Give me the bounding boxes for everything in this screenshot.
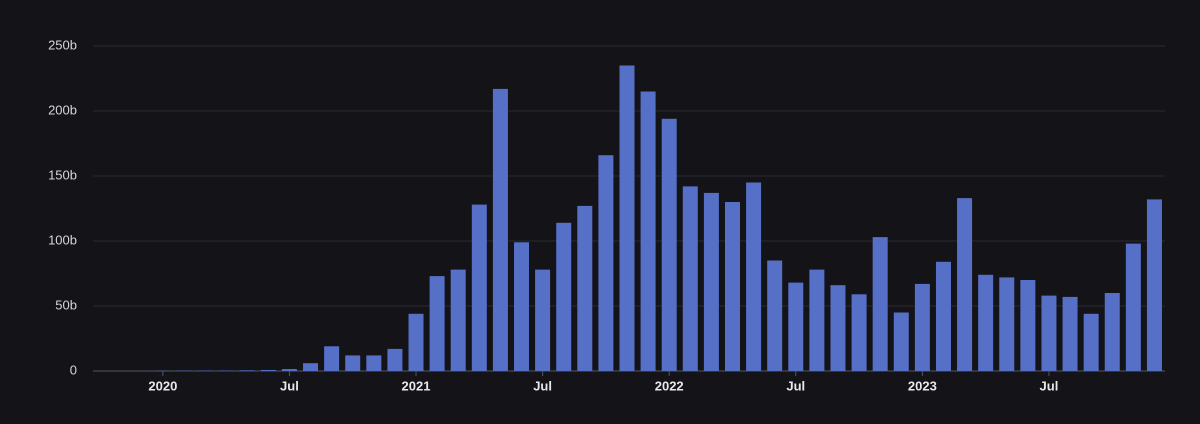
- bar: [1146, 199, 1162, 371]
- bar: [450, 269, 466, 371]
- bar: [1062, 296, 1078, 371]
- bar: [724, 202, 740, 371]
- bar: [851, 294, 867, 371]
- bar: [1104, 293, 1120, 371]
- bar: [914, 283, 930, 371]
- bar: [682, 186, 698, 371]
- bar: [492, 88, 508, 372]
- bar: [661, 118, 677, 371]
- bar: [1020, 280, 1036, 371]
- bar: [345, 355, 361, 371]
- x-tick-label: Jul: [533, 378, 552, 393]
- bar: [809, 269, 825, 371]
- x-tick-label: Jul: [1040, 378, 1059, 393]
- bar: [830, 285, 846, 371]
- bar: [1041, 295, 1057, 371]
- bar: [893, 312, 909, 371]
- bar: [324, 346, 340, 371]
- bar: [703, 192, 719, 371]
- y-tick-label: 0: [70, 362, 77, 377]
- bar: [387, 348, 403, 371]
- y-tick-label: 150b: [48, 167, 77, 182]
- y-tick-label: 50b: [55, 297, 77, 312]
- x-tick-label: 2020: [148, 378, 177, 393]
- bar: [535, 269, 551, 371]
- bar: [935, 261, 951, 371]
- x-tick-label: 2023: [908, 378, 937, 393]
- bar: [767, 260, 783, 371]
- bar: [598, 155, 614, 371]
- bar: [999, 277, 1015, 371]
- x-tick-label: 2022: [655, 378, 684, 393]
- bar: [471, 204, 487, 371]
- bar: [788, 282, 804, 371]
- bar: [556, 222, 572, 371]
- y-tick-label: 200b: [48, 102, 77, 117]
- bar: [640, 91, 656, 371]
- bar: [1125, 243, 1141, 371]
- y-tick-label: 100b: [48, 232, 77, 247]
- y-tick-label: 250b: [48, 37, 77, 52]
- x-tick-label: 2021: [402, 378, 431, 393]
- bar: [957, 198, 973, 371]
- bar: [619, 65, 635, 371]
- bar: [1083, 313, 1099, 371]
- bar: [408, 313, 424, 371]
- bar: [514, 242, 530, 371]
- x-tick-label: Jul: [280, 378, 299, 393]
- bar: [577, 205, 593, 371]
- bar: [366, 355, 382, 371]
- bar: [260, 369, 276, 371]
- bar: [872, 237, 888, 371]
- bar: [239, 370, 255, 371]
- bar: [429, 276, 445, 371]
- bar: [303, 363, 319, 371]
- bar: [978, 274, 994, 371]
- x-tick-label: Jul: [786, 378, 805, 393]
- bar: [281, 369, 297, 371]
- bar: [746, 182, 762, 371]
